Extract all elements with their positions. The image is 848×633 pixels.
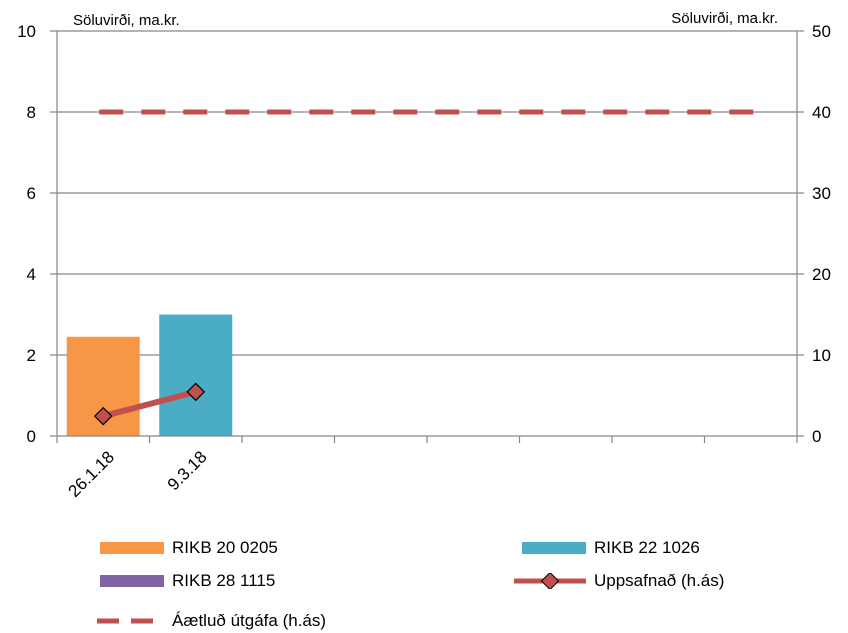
gridlines	[57, 30, 797, 356]
legend-swatch-rikb-28-1115	[100, 575, 164, 587]
left-axis-label: Söluvirði, ma.kr.	[73, 12, 180, 29]
line-series	[93, 109, 755, 426]
left-tick-label: 2	[27, 346, 36, 365]
x-tick-label: 9.3.18	[164, 447, 211, 494]
cumulative-marker	[186, 382, 206, 402]
right-tick-label: 50	[812, 22, 831, 41]
legend-item-rikb-20-0205: RIKB 20 0205	[100, 536, 278, 560]
legend-item-aetlud-utgafa: Áætluð útgáfa (h.ás)	[97, 609, 326, 633]
bar	[159, 314, 233, 436]
left-tick-label: 0	[27, 427, 36, 446]
legend-item-rikb-22-1026: RIKB 22 1026	[522, 536, 700, 560]
legend-swatch-aetlud-utgafa	[97, 618, 164, 624]
right-tick-label: 30	[812, 184, 831, 203]
legend-swatch-rikb-20-0205	[100, 542, 164, 554]
left-tick-label: 6	[27, 184, 36, 203]
right-tick-label: 0	[812, 427, 821, 446]
right-axis-label: Söluvirði, ma.kr.	[671, 10, 778, 27]
left-tick-label: 10	[17, 22, 36, 41]
left-tick-label: 8	[27, 103, 36, 122]
cumulative-marker	[93, 406, 113, 426]
left-tick-label: 4	[27, 265, 36, 284]
legend-label: Áætluð útgáfa (h.ás)	[172, 611, 327, 630]
bars	[66, 314, 233, 436]
legend-label: RIKB 28 1115	[172, 571, 276, 590]
legend-item-rikb-28-1115: RIKB 28 1115	[100, 569, 275, 593]
legend-label: RIKB 22 1026	[594, 538, 700, 557]
legend-item-uppsafnad: Uppsafnað (h.ás)	[514, 569, 724, 593]
right-tick-label: 10	[812, 346, 831, 365]
axes	[50, 30, 804, 443]
legend-label: Uppsafnað (h.ás)	[594, 571, 725, 590]
legend-swatch-uppsafnad	[514, 573, 586, 589]
legend-swatch-rikb-22-1026	[522, 542, 586, 554]
cumulative-line	[100, 388, 199, 420]
right-tick-label: 40	[812, 103, 831, 122]
right-tick-label: 20	[812, 265, 831, 284]
legend-label: RIKB 20 0205	[172, 538, 278, 557]
x-tick-label: 26.1.18	[65, 447, 119, 501]
